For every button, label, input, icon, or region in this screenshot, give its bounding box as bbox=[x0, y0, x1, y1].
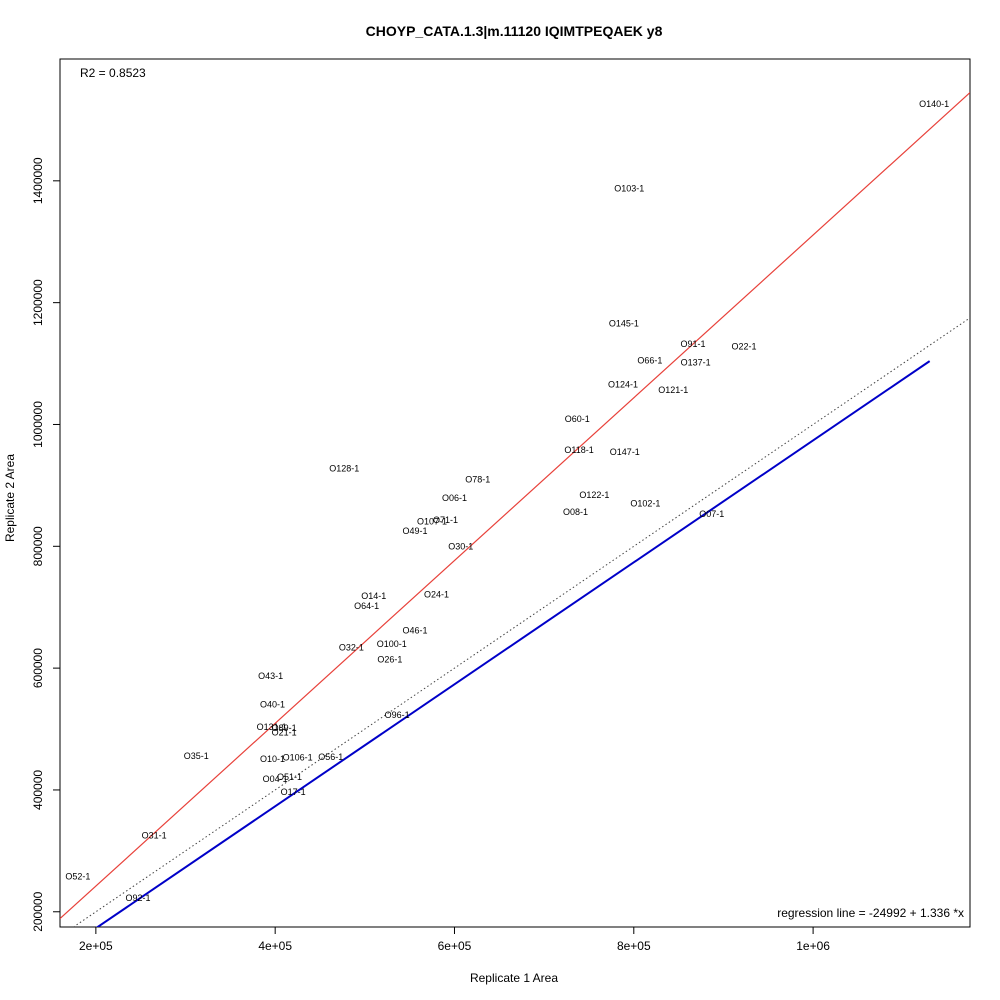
point-label: O147-1 bbox=[610, 447, 640, 457]
point-label: O08-1 bbox=[563, 507, 588, 517]
point-label: O131-1 bbox=[257, 722, 287, 732]
reference-line bbox=[95, 360, 931, 927]
point-label: O121-1 bbox=[658, 385, 688, 395]
x-axis-title: Replicate 1 Area bbox=[470, 971, 558, 985]
point-label: O43-1 bbox=[258, 671, 283, 681]
lines-layer bbox=[60, 92, 970, 927]
x-axis: 2e+05 4e+05 6e+05 8e+05 1e+06 bbox=[79, 927, 830, 953]
point-label: O128-1 bbox=[329, 463, 359, 473]
point-label: O24-1 bbox=[424, 589, 449, 599]
point-label: O137-1 bbox=[681, 357, 711, 367]
y-tick-label: 1000000 bbox=[31, 401, 45, 448]
point-label: O51-1 bbox=[277, 772, 302, 782]
point-label: O122-1 bbox=[579, 490, 609, 500]
point-label: O22-1 bbox=[732, 342, 757, 352]
point-label: O46-1 bbox=[403, 625, 428, 635]
point-label: O40-1 bbox=[260, 700, 285, 710]
chart-title: CHOYP_CATA.1.3|m.11120 IQIMTPEQAEK y8 bbox=[366, 23, 663, 39]
x-tick-label: 8e+05 bbox=[617, 939, 651, 953]
point-label: O100-1 bbox=[377, 639, 407, 649]
x-tick-label: 4e+05 bbox=[258, 939, 292, 953]
point-label: O30-1 bbox=[448, 541, 473, 551]
regression-line bbox=[60, 92, 970, 920]
point-label: O140-1 bbox=[919, 99, 949, 109]
point-label: O106-1 bbox=[283, 753, 313, 763]
point-label: O32-1 bbox=[339, 642, 364, 652]
y-tick-label: 200000 bbox=[31, 891, 45, 931]
y-axis-title: Replicate 2 Area bbox=[3, 454, 17, 542]
point-label: O60-1 bbox=[565, 414, 590, 424]
point-label: O78-1 bbox=[465, 474, 490, 484]
r2-label: R2 = 0.8523 bbox=[80, 66, 146, 80]
point-label: O71-1 bbox=[433, 515, 458, 525]
y-axis: 200000 400000 600000 800000 1000000 1200000 14… bbox=[31, 157, 60, 932]
point-label: O07-1 bbox=[699, 509, 724, 519]
point-label: O118-1 bbox=[564, 445, 593, 455]
x-tick-label: 2e+05 bbox=[79, 939, 113, 953]
point-label: O06-1 bbox=[442, 493, 467, 503]
y-tick-label: 1200000 bbox=[31, 279, 45, 326]
plot-area bbox=[59, 58, 971, 928]
point-label: O102-1 bbox=[630, 499, 660, 509]
point-label: O91-1 bbox=[680, 339, 705, 349]
point-label: O107-1 bbox=[417, 516, 447, 526]
point-label: O96-1 bbox=[385, 710, 410, 720]
point-label: O10-1 bbox=[260, 754, 285, 764]
point-label: O49-1 bbox=[403, 526, 428, 536]
point-label: O21-1 bbox=[272, 728, 297, 738]
x-tick-label: 6e+05 bbox=[438, 939, 472, 953]
point-label: O92-1 bbox=[125, 893, 150, 903]
point-label: O103-1 bbox=[614, 184, 644, 194]
point-label: O35-1 bbox=[184, 751, 209, 761]
identity-line bbox=[72, 317, 970, 927]
point-label: O26-1 bbox=[377, 655, 402, 665]
point-label: O56-1 bbox=[318, 752, 343, 762]
point-label: O64-1 bbox=[354, 601, 379, 611]
point-label: O17-1 bbox=[281, 787, 306, 797]
points-layer: O140-1 O103-1 O145-1 O91-1 O22-1 O66-1 O137-1 O… bbox=[65, 99, 949, 903]
y-tick-label: 600000 bbox=[31, 648, 45, 688]
point-label: O04-1 bbox=[263, 774, 288, 784]
y-tick-label: 800000 bbox=[31, 526, 45, 566]
point-label: O31-1 bbox=[142, 831, 167, 841]
point-label: O66-1 bbox=[637, 356, 662, 366]
plot-frame bbox=[59, 58, 971, 928]
y-tick-label: 400000 bbox=[31, 770, 45, 810]
y-tick-label: 1400000 bbox=[31, 157, 45, 204]
x-tick-label: 1e+06 bbox=[796, 939, 830, 953]
point-label: O52-1 bbox=[65, 871, 90, 881]
point-label: O145-1 bbox=[609, 318, 639, 328]
regression-label: regression line = -24992 + 1.336 *x bbox=[777, 906, 964, 920]
point-label: O89-1 bbox=[272, 723, 297, 733]
point-label: O124-1 bbox=[608, 379, 638, 389]
point-label: O14-1 bbox=[361, 591, 386, 601]
